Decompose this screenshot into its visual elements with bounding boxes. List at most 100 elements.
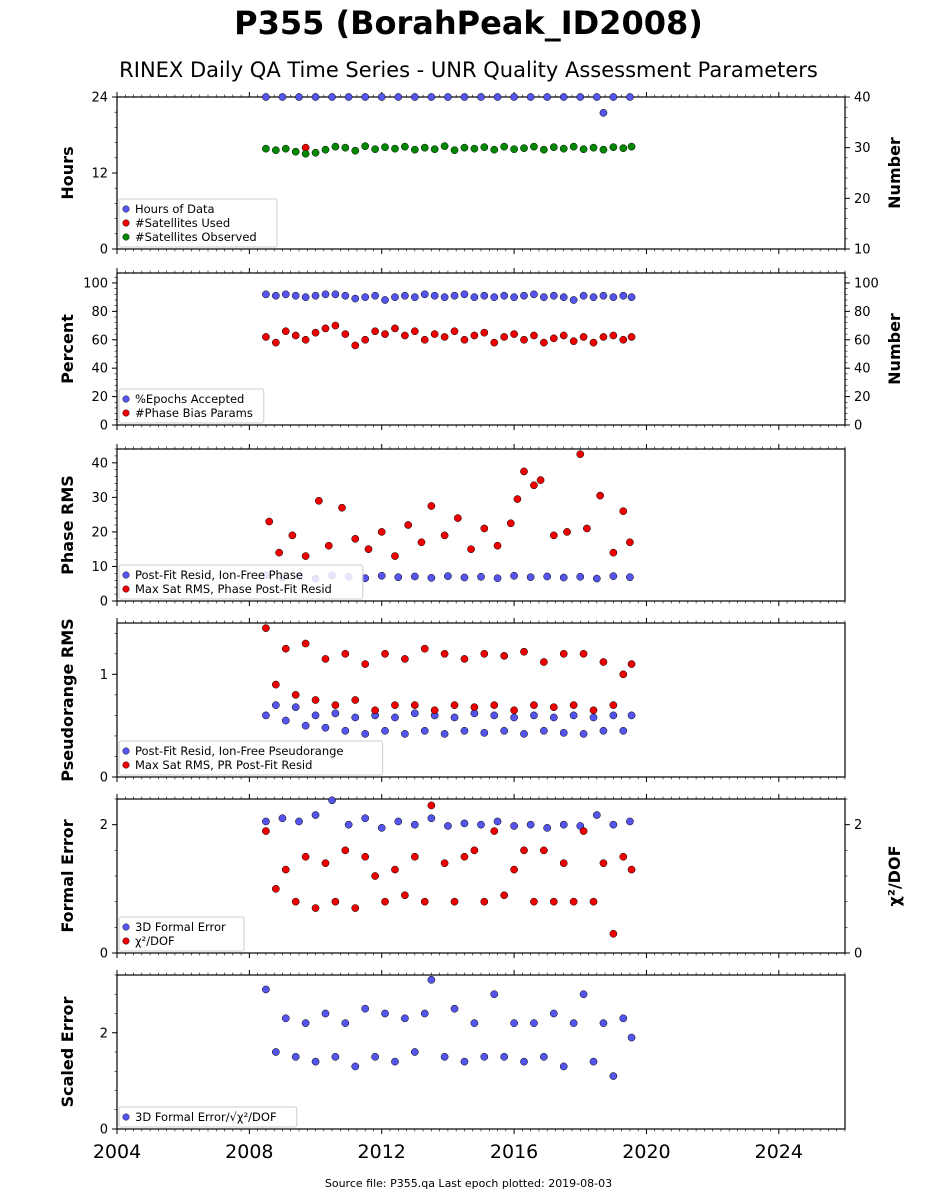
y-tick-label: 60: [91, 333, 108, 348]
data-point: [341, 143, 350, 152]
data-point: [477, 93, 485, 101]
data-point: [371, 145, 379, 154]
data-point: [401, 291, 409, 300]
legend-marker: [122, 571, 130, 579]
data-point: [490, 701, 499, 709]
legend-entry: Max Sat RMS, Phase Post-Fit Resid: [135, 582, 332, 596]
data-point: [262, 333, 270, 341]
data-point: [493, 817, 502, 826]
data-point: [430, 706, 439, 715]
data-point: [589, 1057, 598, 1066]
data-point: [609, 701, 618, 709]
data-point: [599, 859, 608, 868]
data-point: [361, 335, 370, 344]
data-point: [321, 290, 330, 299]
data-point: [510, 93, 518, 101]
y-right-tick-label: 80: [854, 305, 871, 320]
data-point: [579, 291, 588, 300]
data-point: [404, 521, 413, 529]
data-point: [278, 93, 287, 101]
legend-entry: Post-Fit Resid, Ion-Free Phase: [135, 568, 303, 582]
data-point: [536, 476, 545, 484]
data-point: [599, 333, 608, 341]
data-point: [262, 290, 270, 299]
data-point: [480, 328, 489, 337]
data-point: [391, 865, 399, 874]
data-point: [291, 291, 300, 300]
legend-entry: #Satellites Used: [135, 216, 230, 230]
data-point: [341, 291, 350, 300]
data-point: [420, 1009, 429, 1018]
data-point: [361, 814, 370, 823]
data-point: [401, 655, 409, 663]
data-point: [391, 144, 399, 153]
data-point: [351, 696, 360, 704]
data-point: [275, 548, 283, 557]
data-point: [321, 1009, 330, 1018]
y-tick-label: 1: [100, 668, 108, 683]
data-point: [579, 730, 588, 738]
y-axis-right-label: Number: [885, 313, 904, 385]
data-point: [401, 891, 409, 900]
data-point: [589, 706, 598, 715]
data-point: [480, 897, 489, 906]
data-point: [460, 93, 469, 101]
data-point: [377, 824, 386, 832]
data-point: [559, 729, 568, 737]
data-point: [559, 820, 568, 829]
data-point: [599, 291, 608, 300]
data-point: [381, 649, 389, 658]
data-point: [430, 330, 439, 338]
y-tick-label: 12: [91, 167, 108, 182]
y-axis-label: Phase RMS: [58, 475, 77, 575]
y-tick-label: 20: [91, 525, 108, 540]
y-tick-label: 0: [100, 243, 108, 258]
data-point: [311, 328, 320, 337]
data-point: [364, 545, 373, 554]
data-point: [599, 1019, 608, 1027]
data-point: [341, 649, 350, 658]
data-point: [420, 726, 429, 735]
data-point: [351, 1062, 360, 1071]
data-point: [589, 897, 598, 906]
data-point: [549, 703, 558, 712]
data-point: [394, 817, 403, 826]
data-point: [609, 143, 618, 152]
data-point: [627, 711, 636, 720]
y-right-tick-label: 20: [854, 192, 871, 207]
legend-entry: Post-Fit Resid, Ion-Free Pseudorange: [135, 744, 343, 758]
data-point: [589, 338, 598, 347]
data-point: [321, 859, 330, 868]
chart-panel-4: 0 1 Pseudorange RMS Post-Fit Resid, Ion-Fre…: [58, 618, 846, 786]
data-point: [569, 337, 578, 346]
plot-frame: [116, 974, 846, 1130]
data-point: [295, 93, 303, 101]
figure-subtitle: RINEX Daily QA Time Series - UNR Quality…: [119, 58, 818, 82]
chart-panel-6: 0 2 Scaled Error 3D Formal Error/√χ²/DOF 200…: [58, 970, 846, 1163]
data-point: [576, 572, 585, 581]
data-point: [401, 730, 409, 738]
data-point: [579, 649, 588, 658]
data-point: [540, 293, 548, 301]
figure-title: P355 (BorahPeak_ID2008): [234, 4, 703, 42]
data-point: [513, 495, 522, 503]
data-point: [321, 655, 330, 663]
data-point: [480, 143, 489, 152]
data-point: [559, 144, 568, 153]
data-point: [301, 721, 310, 730]
data-point: [609, 293, 618, 301]
data-point: [460, 573, 469, 582]
data-point: [444, 822, 452, 830]
data-point: [427, 801, 436, 810]
y-tick-label: 80: [91, 305, 108, 320]
data-point: [410, 1048, 419, 1056]
data-point: [520, 144, 528, 153]
legend-entry: 3D Formal Error: [135, 920, 226, 934]
data-point: [331, 897, 340, 906]
data-point: [480, 1052, 489, 1061]
data-point: [559, 573, 568, 582]
y-axis-right-label: Number: [885, 137, 904, 209]
data-point: [563, 528, 571, 536]
y-tick-label: 0: [100, 419, 108, 434]
data-point: [351, 904, 360, 912]
